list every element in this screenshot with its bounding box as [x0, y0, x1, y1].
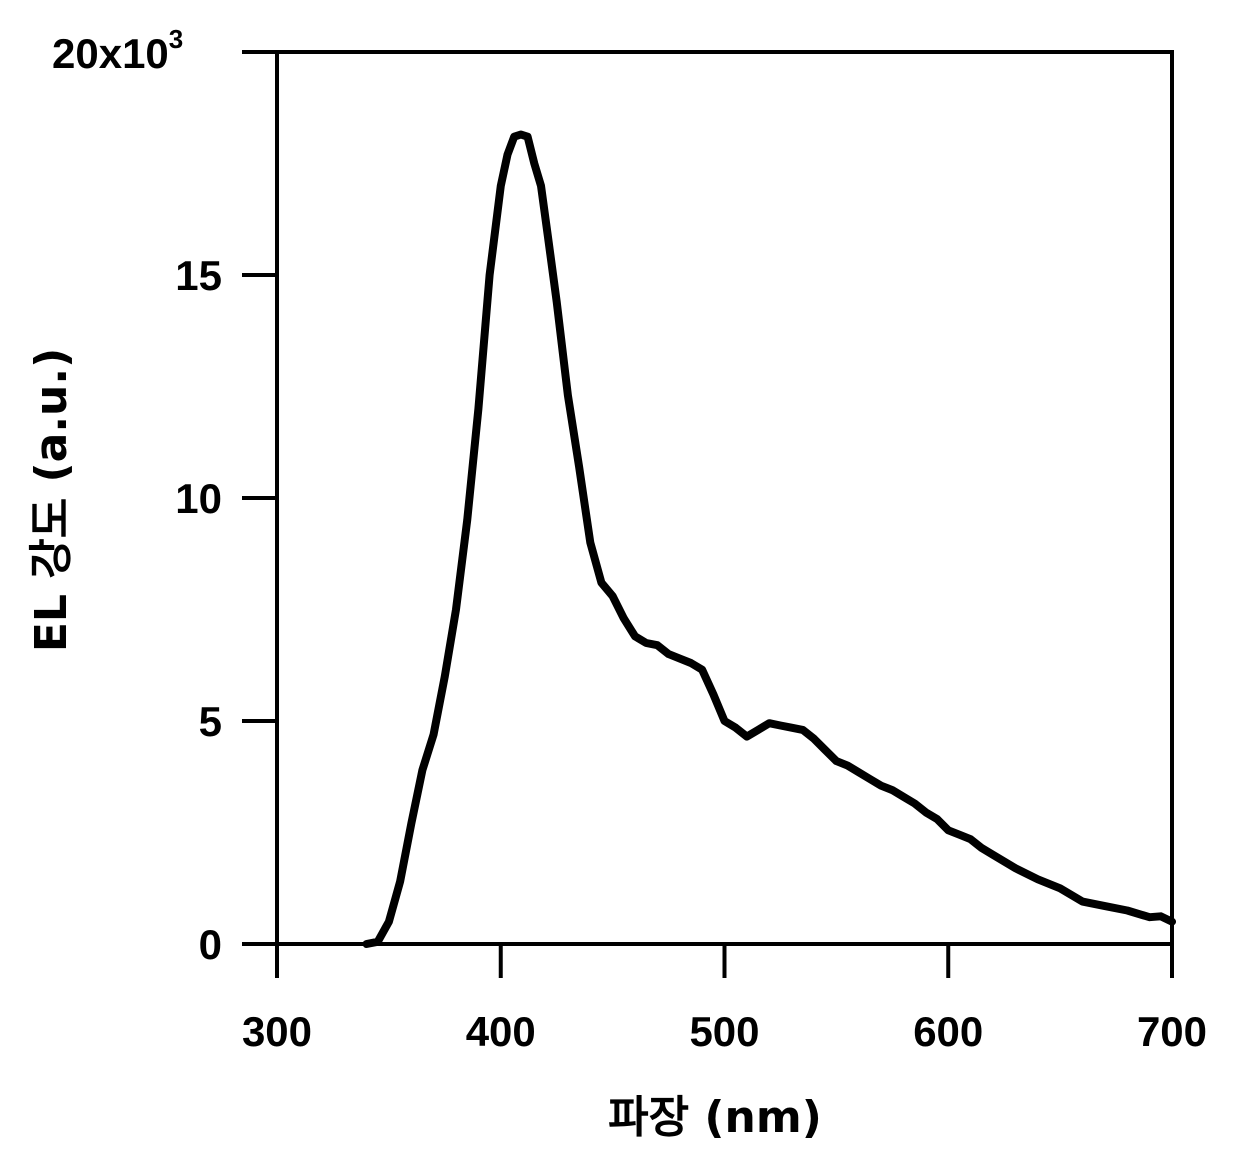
x-axis-ticks: 300 400 500 600 700 — [242, 944, 1207, 1055]
x-tick-label: 700 — [1137, 1008, 1207, 1055]
x-tick-label: 300 — [242, 1008, 312, 1055]
y-tick-label: 5 — [199, 698, 222, 745]
series-line — [367, 135, 1173, 945]
y-axis-title: EL 강도 (a.u.) — [26, 348, 77, 652]
x-axis-title: 파장 (nm) — [608, 1092, 822, 1143]
x-tick-label: 500 — [689, 1008, 759, 1055]
x-tick-label: 600 — [913, 1008, 983, 1055]
y-tick-label: 0 — [199, 921, 222, 968]
x-tick-label: 400 — [466, 1008, 536, 1055]
y-top-tick-label: 20x103 — [52, 24, 183, 77]
y-tick-label: 15 — [175, 252, 222, 299]
y-axis-ticks: 0 5 10 15 — [175, 52, 277, 968]
y-tick-label: 10 — [175, 475, 222, 522]
